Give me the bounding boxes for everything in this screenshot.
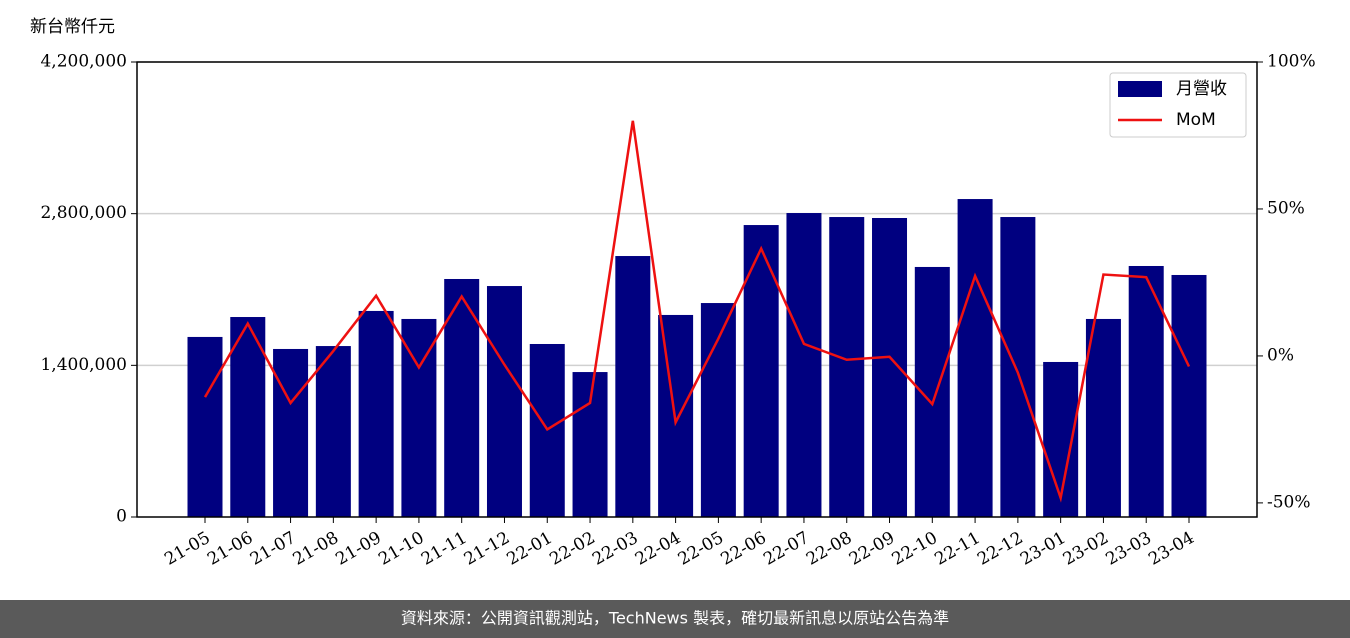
y-tick-label: 4,200,000 — [40, 52, 127, 72]
y-tick-label: 2,800,000 — [40, 203, 127, 223]
bar — [743, 225, 779, 517]
x-tick-label: 22-04 — [632, 528, 684, 570]
x-tick-label: 21-07 — [247, 528, 299, 570]
bar — [872, 218, 908, 517]
bar — [1128, 265, 1164, 517]
bar — [1000, 217, 1036, 517]
bar — [786, 213, 822, 517]
legend-label: 月營收 — [1176, 79, 1227, 99]
x-tick-label: 22-10 — [889, 528, 941, 570]
bar — [615, 256, 651, 517]
bar — [957, 199, 993, 517]
x-tick-label: 22-08 — [803, 528, 855, 570]
x-tick-label: 22-02 — [546, 528, 598, 570]
x-tick-label: 23-03 — [1103, 528, 1155, 570]
x-tick-label: 22-11 — [931, 528, 983, 570]
x-tick-label: 21-11 — [418, 528, 470, 570]
plot-frame — [136, 61, 1258, 518]
bar — [444, 278, 480, 517]
x-tick-label: 22-09 — [846, 528, 898, 570]
x-tick-label: 22-03 — [589, 528, 641, 570]
y2-tick-label: 0% — [1267, 345, 1294, 365]
x-tick-label: 22-01 — [504, 528, 556, 570]
bar — [700, 303, 736, 517]
bar — [273, 348, 309, 517]
x-tick-label: 22-05 — [675, 528, 727, 570]
bar — [358, 310, 394, 517]
x-tick-label: 21-06 — [204, 528, 256, 570]
bar — [829, 217, 865, 517]
y-tick-label: 0 — [116, 507, 127, 527]
bar — [486, 286, 522, 517]
bar — [230, 317, 266, 517]
bar — [401, 318, 437, 517]
y2-tick-label: -50% — [1267, 492, 1311, 512]
x-tick-label: 21-12 — [461, 528, 513, 570]
x-tick-label: 22-12 — [974, 528, 1026, 570]
bar — [1085, 318, 1121, 517]
x-tick-label: 23-02 — [1060, 528, 1112, 570]
legend-swatch — [1118, 81, 1162, 97]
x-tick-label: 21-08 — [290, 528, 342, 570]
y-tick-label: 1,400,000 — [40, 355, 127, 375]
x-tick-label: 23-04 — [1145, 528, 1197, 570]
bar — [315, 346, 351, 517]
x-tick-label: 23-01 — [1017, 528, 1069, 570]
x-tick-label: 21-10 — [375, 528, 427, 570]
x-tick-label: 22-06 — [717, 528, 769, 570]
legend-label: MoM — [1176, 110, 1216, 130]
bar — [1171, 274, 1207, 517]
bar — [187, 336, 223, 517]
x-tick-label: 21-05 — [161, 528, 213, 570]
bar — [572, 372, 608, 517]
x-tick-label: 21-09 — [332, 528, 384, 570]
line — [203, 120, 1191, 503]
y-axis-label: 新台幣仟元 — [30, 17, 115, 37]
footer-bar — [0, 600, 1350, 638]
y2-tick-label: 100% — [1267, 52, 1316, 72]
y2-tick-label: 50% — [1267, 198, 1305, 218]
footer: 資料來源：公開資訊觀測站，TechNews 製表，確切最新訊息以原站公告為準 — [401, 609, 949, 628]
x-tick-label: 22-07 — [760, 528, 812, 570]
